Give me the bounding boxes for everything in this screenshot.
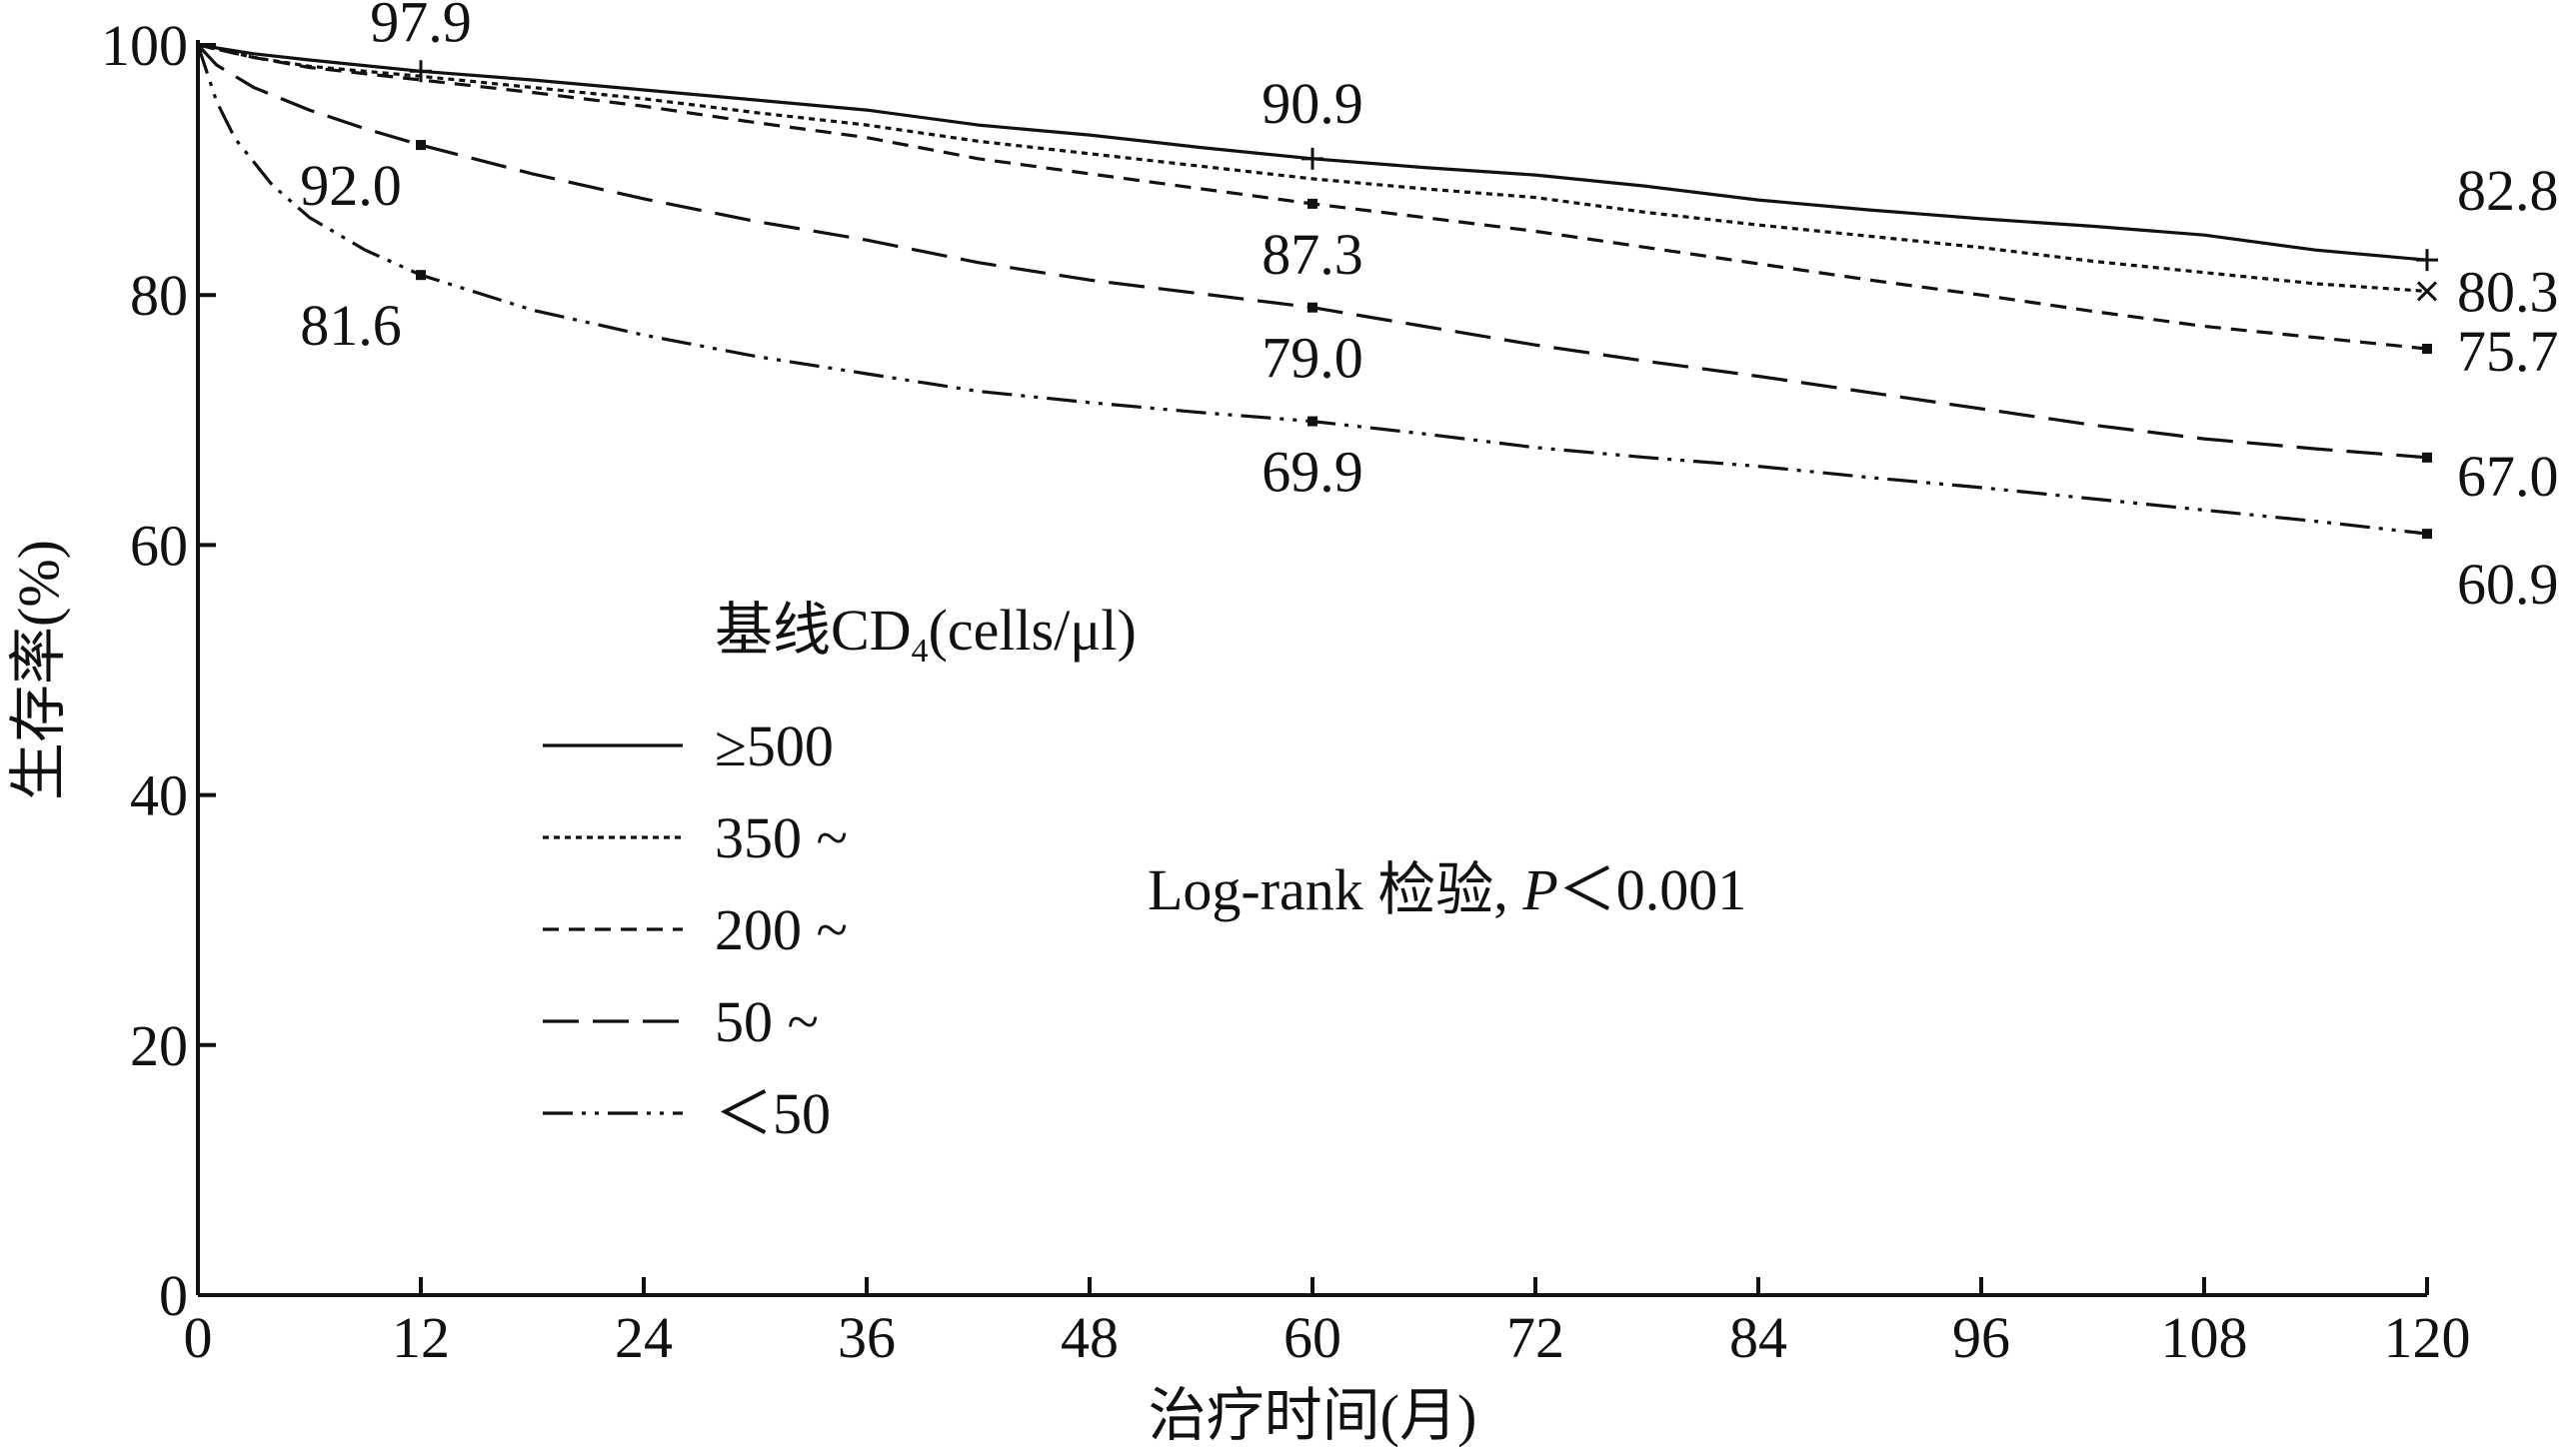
annotation-prefix: Log-rank 检验, — [1148, 857, 1522, 922]
x-tick-label: 120 — [2384, 1305, 2471, 1370]
legend-title: 基线CD4(cells/μl) — [715, 598, 1137, 670]
series-marker-3 — [1307, 302, 1317, 313]
series-marker-4 — [416, 270, 426, 281]
data-label: 67.0 — [2457, 444, 2559, 509]
x-tick-label: 108 — [2161, 1305, 2248, 1370]
legend-title-subscript: 4 — [912, 633, 929, 670]
data-label: 90.9 — [1262, 71, 1363, 136]
legend-title-main: 基线CD — [715, 598, 912, 663]
annotation-suffix: ＜0.001 — [1558, 857, 1747, 922]
y-tick-label: 0 — [159, 1263, 188, 1328]
series-marker-4 — [2422, 529, 2432, 540]
series-marker-2 — [1307, 198, 1317, 209]
data-label: 79.0 — [1262, 326, 1363, 391]
data-label: 75.7 — [2457, 319, 2559, 384]
x-tick-label: 36 — [838, 1305, 896, 1370]
ticks: 0 12 24 36 48 60 72 84 96 108 120 0 20 40 60 80 100 治疗时间(… — [6, 13, 2471, 1448]
log-rank-annotation: Log-rank 检验, P＜0.001 — [1148, 857, 1746, 922]
y-tick-label: 20 — [130, 1013, 188, 1078]
x-tick-label: 60 — [1284, 1305, 1341, 1370]
x-tick-label: 84 — [1729, 1305, 1787, 1370]
series-line-0 — [197, 43, 2428, 262]
series-line-2 — [197, 43, 2428, 351]
y-axis-title: 生存率(%) — [6, 540, 71, 800]
series-marker-2 — [2422, 343, 2432, 354]
x-tick-label: 12 — [392, 1305, 450, 1370]
series-marker-3 — [2422, 452, 2432, 463]
x-tick-label: 0 — [184, 1305, 213, 1370]
y-tick-label: 40 — [130, 763, 188, 828]
x-tick-label: 72 — [1506, 1305, 1564, 1370]
data-label: 82.8 — [2457, 158, 2559, 223]
legend-title-unit: (cells/μl) — [929, 598, 1137, 663]
legend-label-3: 50 ~ — [715, 989, 819, 1054]
y-tick-label: 60 — [130, 513, 188, 578]
x-tick-label: 24 — [615, 1305, 673, 1370]
legend-label-4: ＜50 — [715, 1081, 831, 1146]
series-marker-1 — [2416, 281, 2438, 302]
series-marker-4 — [1307, 416, 1317, 427]
y-tick-label: 100 — [101, 13, 188, 78]
legend-label-0: ≥500 — [715, 714, 834, 778]
x-tick-label: 48 — [1061, 1305, 1119, 1370]
annotation-p: P — [1521, 857, 1557, 922]
data-label: 69.9 — [1262, 440, 1363, 505]
series-marker-3 — [416, 140, 426, 151]
x-tick-label: 96 — [1952, 1305, 2010, 1370]
data-label: 87.3 — [1262, 222, 1363, 287]
series-line-1 — [197, 43, 2428, 293]
data-label: 81.6 — [300, 293, 402, 358]
data-labels: 97.9 90.9 82.8 80.3 87.3 75.7 92.0 79.0 67.0 81.6… — [300, 0, 2558, 617]
legend: 基线CD4(cells/μl) ≥500 350 ~ 200 ~ 50 ~ ＜50 — [543, 598, 1137, 1146]
series-line-4 — [196, 44, 2428, 536]
legend-label-1: 350 ~ — [715, 805, 848, 870]
data-label: 80.3 — [2457, 259, 2559, 324]
series-line-3 — [196, 43, 2428, 460]
legend-label-2: 200 ~ — [715, 897, 848, 962]
data-label: 60.9 — [2457, 552, 2559, 617]
series-lines — [196, 43, 2438, 540]
data-label: 97.9 — [370, 0, 472, 54]
y-tick-label: 80 — [130, 263, 188, 328]
x-axis-title: 治疗时间(月) — [1149, 1383, 1477, 1448]
data-label: 92.0 — [300, 153, 402, 218]
